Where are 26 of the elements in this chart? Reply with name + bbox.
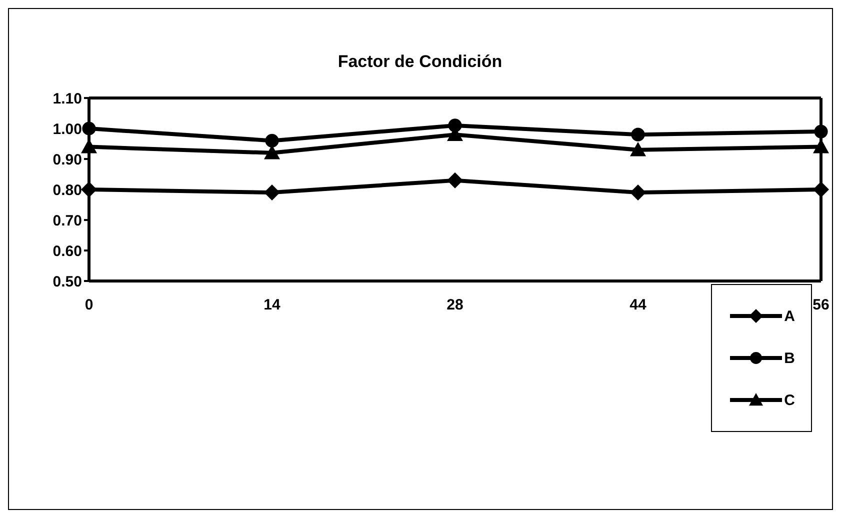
chart-title: Factor de Condición bbox=[338, 52, 502, 71]
y-tick-label: 1.00 bbox=[52, 120, 82, 138]
point bbox=[265, 134, 279, 148]
legend-label: C bbox=[784, 392, 795, 408]
point bbox=[630, 142, 646, 156]
point bbox=[82, 122, 96, 136]
x-tick-label: 14 bbox=[264, 296, 281, 314]
point bbox=[814, 124, 828, 138]
point bbox=[631, 128, 645, 142]
y-tick-label: 0.60 bbox=[52, 242, 82, 260]
y-tick-label: 0.50 bbox=[52, 273, 82, 290]
y-tick-label: 0.80 bbox=[52, 182, 82, 199]
y-tick-label: 1.10 bbox=[52, 90, 82, 108]
point bbox=[630, 184, 646, 201]
point bbox=[264, 184, 280, 201]
point bbox=[81, 182, 97, 198]
x-tick-label: 0 bbox=[84, 296, 94, 314]
legend-label: B bbox=[784, 350, 795, 366]
x-tick-label: 44 bbox=[630, 296, 647, 314]
legend-label: A bbox=[784, 308, 795, 324]
x-tick-label: 56 bbox=[812, 296, 830, 314]
x-tick-label: 28 bbox=[446, 296, 464, 314]
point bbox=[813, 182, 829, 198]
y-tick-label: 0.90 bbox=[52, 151, 82, 168]
y-tick-label: 0.70 bbox=[52, 212, 82, 230]
point bbox=[447, 172, 463, 188]
